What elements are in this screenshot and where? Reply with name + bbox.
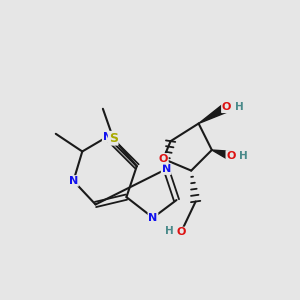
- Polygon shape: [212, 150, 232, 160]
- Text: O: O: [159, 154, 168, 164]
- Text: H: H: [165, 226, 174, 236]
- Text: H: H: [235, 102, 244, 112]
- Text: O: O: [226, 151, 236, 161]
- Text: O: O: [222, 102, 231, 112]
- Text: N: N: [148, 213, 158, 223]
- Text: N: N: [162, 164, 171, 174]
- Text: N: N: [103, 132, 112, 142]
- Polygon shape: [199, 103, 229, 124]
- Text: O: O: [176, 227, 186, 237]
- Text: N: N: [69, 176, 78, 186]
- Text: S: S: [109, 132, 118, 145]
- Text: H: H: [239, 151, 248, 161]
